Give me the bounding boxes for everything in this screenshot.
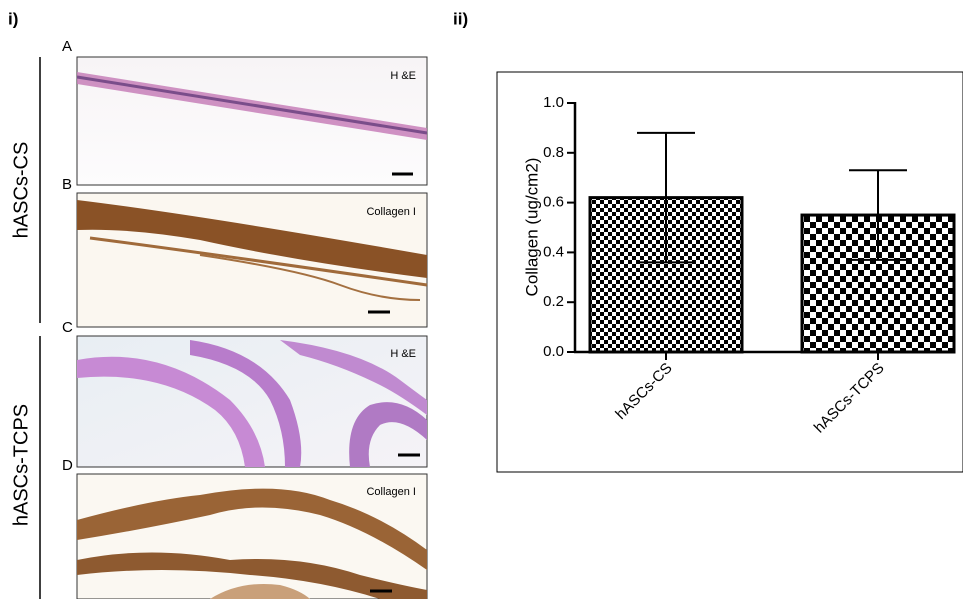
panel-letter: C xyxy=(62,319,73,336)
chart-frame xyxy=(496,71,963,473)
figure-label: i) xyxy=(8,9,18,28)
panel-letter: A xyxy=(62,38,72,55)
micrograph xyxy=(76,473,428,599)
micrograph xyxy=(76,192,428,328)
stain-label: Collagen I xyxy=(366,206,416,218)
micrograph xyxy=(76,335,428,468)
y-tick-label: 0.6 xyxy=(543,194,564,211)
group-label: hASCs-TCPS xyxy=(10,404,32,526)
panel-letter: D xyxy=(62,457,73,474)
y-tick-label: 0.2 xyxy=(543,293,564,310)
y-axis-label: Collagen (ug/cm2) xyxy=(522,158,541,297)
group-label: hASCs-CS xyxy=(10,142,32,239)
y-tick-label: 0.4 xyxy=(543,243,564,260)
stain-label: H &E xyxy=(390,70,416,82)
x-tick-label: hASCs-CS xyxy=(612,360,675,423)
stain-label: H &E xyxy=(390,348,416,360)
x-tick-label: hASCs-TCPS xyxy=(811,360,888,437)
figure-label: ii) xyxy=(453,9,468,28)
micrograph xyxy=(76,56,428,186)
panel-letter: B xyxy=(62,176,72,193)
y-tick-label: 1.0 xyxy=(543,94,564,111)
y-tick-label: 0.0 xyxy=(543,343,564,360)
y-tick-label: 0.8 xyxy=(543,144,564,161)
stain-label: Collagen I xyxy=(366,486,416,498)
